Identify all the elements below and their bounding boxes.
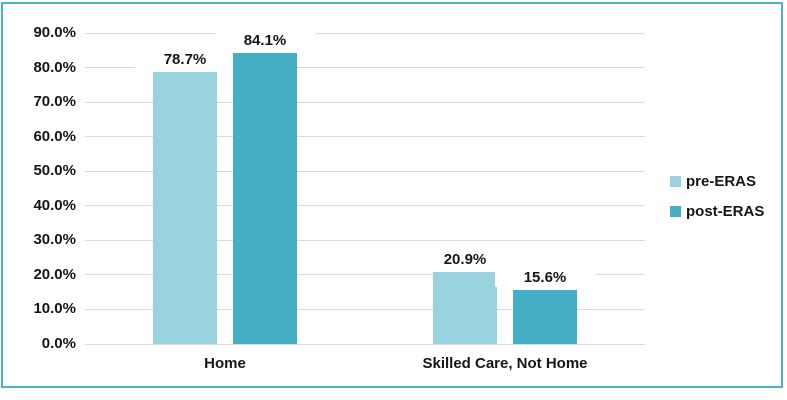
legend-swatch: [670, 176, 681, 187]
category-axis-label: Skilled Care, Not Home: [422, 355, 588, 372]
gridline: [85, 170, 645, 172]
gridline: [85, 308, 645, 310]
bar: [433, 271, 497, 344]
y-axis-tick-label: 70.0%: [33, 93, 76, 111]
y-axis-tick-label: 30.0%: [33, 231, 76, 249]
gridline: [85, 239, 645, 241]
bar: [513, 290, 577, 344]
y-axis-tick-label: 90.0%: [33, 24, 76, 41]
y-axis-tick-label: 80.0%: [33, 58, 76, 76]
legend-label: pre-ERAS: [686, 173, 757, 190]
gridline: [85, 67, 645, 69]
bar-value-label: 78.7%: [135, 51, 235, 70]
legend-swatch: [670, 206, 681, 217]
chart-frame-border: [1, 2, 783, 388]
legend-item: pre-ERAS: [670, 172, 764, 191]
gridline: [85, 205, 645, 207]
bar-value-label: 84.1%: [215, 32, 315, 51]
y-axis-tick-label: 20.0%: [33, 265, 76, 283]
y-axis-tick-label: 0.0%: [41, 335, 76, 352]
legend-item: post-ERAS: [670, 202, 764, 221]
gridline: [85, 343, 645, 345]
y-axis-tick-label: 60.0%: [33, 127, 76, 145]
gridline: [85, 274, 645, 276]
bar-value-label: 15.6%: [495, 269, 595, 288]
category-axis-label: Home: [204, 355, 246, 372]
bar-value-label: 20.9%: [415, 250, 515, 269]
gridline: [85, 136, 645, 138]
legend: pre-ERAS post-ERAS: [670, 172, 764, 221]
y-axis-tick-label: 40.0%: [33, 196, 76, 214]
bar: [153, 72, 217, 344]
y-axis-tick-label: 50.0%: [33, 162, 76, 180]
y-axis-tick-label: 10.0%: [33, 300, 76, 318]
bar: [233, 53, 297, 344]
gridline: [85, 101, 645, 103]
gridline: [85, 32, 645, 34]
legend-label: post-ERAS: [686, 203, 765, 220]
